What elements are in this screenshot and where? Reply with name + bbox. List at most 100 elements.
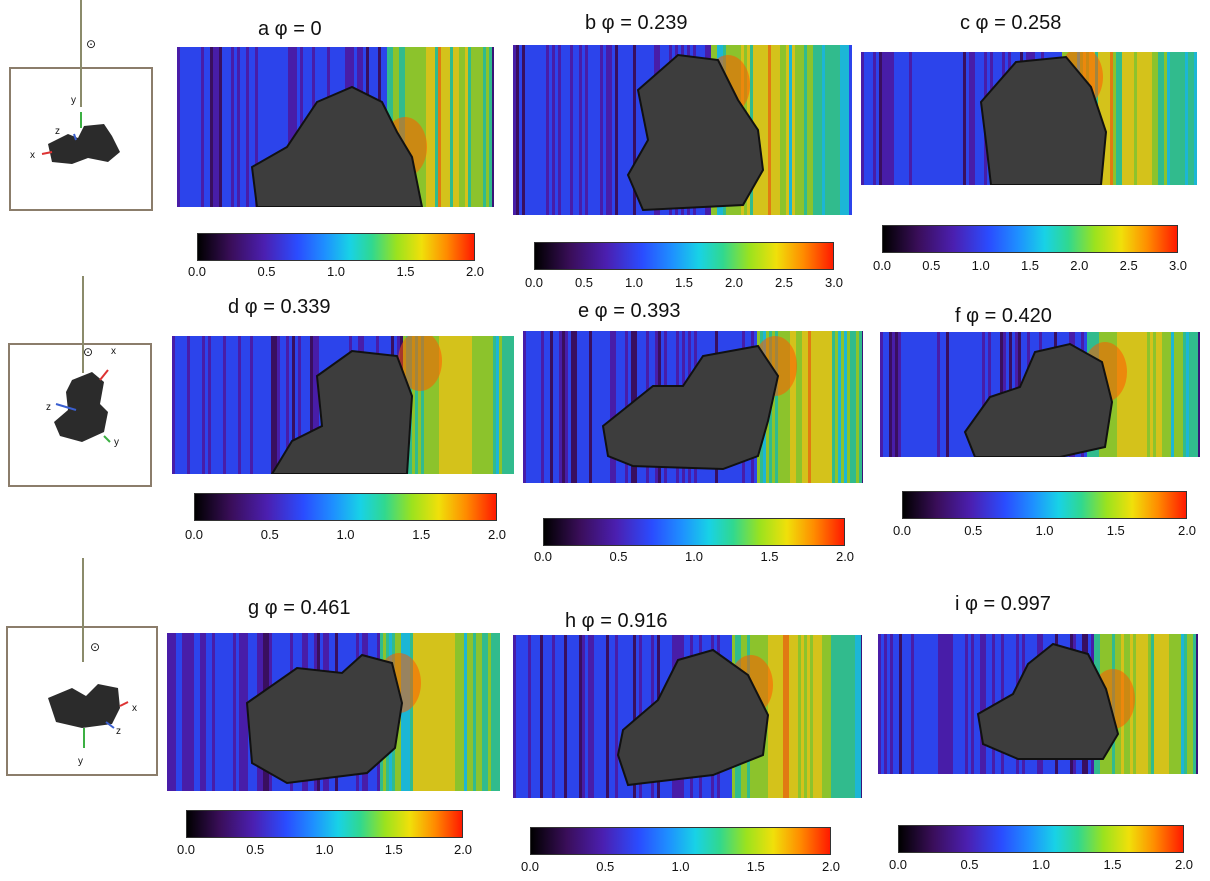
colorbar xyxy=(898,825,1184,853)
axis-label-y: y xyxy=(71,95,76,106)
colorbar-tick-label: 1.0 xyxy=(624,275,644,290)
colorbar-tick-label: 0.0 xyxy=(187,264,207,279)
coma-intensity-map xyxy=(878,634,1198,774)
panel-title: g φ = 0.461 xyxy=(248,597,351,619)
colorbar-tick-label: 1.5 xyxy=(1106,523,1125,538)
colorbar xyxy=(543,518,845,546)
colorbar-tick-label: 0.0 xyxy=(533,549,553,564)
colorbar xyxy=(197,233,475,261)
coma-intensity-map xyxy=(513,45,852,215)
colorbar-tick-label: 0.5 xyxy=(960,857,979,872)
comet-nucleus xyxy=(250,85,424,207)
comet-nucleus-mini-icon xyxy=(54,369,111,443)
comet-nucleus xyxy=(979,55,1108,185)
sun-direction-line xyxy=(80,0,82,110)
axis-label-y: y xyxy=(114,437,119,448)
colorbar xyxy=(902,491,1187,519)
colorbar-tick-label: 1.0 xyxy=(671,859,690,874)
axis-label-z: z xyxy=(116,726,121,737)
colorbar-tick-label: 1.0 xyxy=(1035,523,1054,538)
comet-nucleus xyxy=(245,653,404,785)
colorbar-tick-label: 1.5 xyxy=(760,549,779,564)
colorbar-tick-label: 0.5 xyxy=(964,523,983,538)
axis-label-x: x xyxy=(132,703,137,714)
colorbar-tick-label: 1.0 xyxy=(326,264,346,279)
colorbar-tick-label: 0.5 xyxy=(260,527,279,542)
colorbar-tick-label: 2.0 xyxy=(724,275,744,290)
colorbar-tick-label: 1.5 xyxy=(746,859,765,874)
colorbar xyxy=(186,810,463,838)
comet-nucleus xyxy=(963,342,1114,457)
colorbar-tick-label: 2.0 xyxy=(465,264,485,279)
colorbar-tick-label: 1.5 xyxy=(1020,258,1040,273)
colorbar-tick-label: 1.0 xyxy=(971,258,990,273)
coma-intensity-map xyxy=(172,336,514,474)
colorbar-tick-label: 2.0 xyxy=(453,842,473,857)
colorbar-tick-label: 0.0 xyxy=(892,523,912,538)
axis-label-x: x xyxy=(30,150,35,161)
comet-nucleus xyxy=(616,648,770,787)
colorbar-tick-label: 0.0 xyxy=(184,527,204,542)
colorbar-tick-label: 2.0 xyxy=(487,527,507,542)
colorbar xyxy=(194,493,497,521)
colorbar-tick-label: 2.0 xyxy=(1174,857,1194,872)
colorbar-tick-label: 3.0 xyxy=(824,275,844,290)
colorbar-tick-label: 0.5 xyxy=(574,275,594,290)
colorbar-tick-label: 2.0 xyxy=(835,549,855,564)
colorbar-tick-label: 1.5 xyxy=(412,527,431,542)
colorbar-tick-label: 2.0 xyxy=(821,859,841,874)
colorbar-tick-label: 3.0 xyxy=(1168,258,1188,273)
coma-intensity-map xyxy=(880,332,1200,457)
panel-title: c φ = 0.258 xyxy=(960,12,1062,34)
comet-nucleus xyxy=(626,53,765,212)
coma-intensity-map xyxy=(513,635,862,798)
colorbar-tick-label: 0.0 xyxy=(872,258,892,273)
colorbar-tick-label: 2.5 xyxy=(774,275,794,290)
colorbar xyxy=(882,225,1178,253)
coma-intensity-map xyxy=(177,47,494,207)
colorbar-tick-label: 0.0 xyxy=(176,842,196,857)
sun-icon: ⊙ xyxy=(86,37,97,51)
colorbar-tick-label: 0.5 xyxy=(609,549,628,564)
comet-nucleus-mini-icon xyxy=(41,112,120,164)
sun-icon: ⊙ xyxy=(83,345,94,359)
axis-label-x: x xyxy=(111,346,116,357)
colorbar-tick-label: 1.0 xyxy=(684,549,704,564)
coma-intensity-map xyxy=(861,52,1197,185)
comet-nucleus-mini-icon xyxy=(48,684,129,748)
colorbar xyxy=(534,242,834,270)
colorbar-tick-label: 2.0 xyxy=(1070,258,1089,273)
panel-title: d φ = 0.339 xyxy=(228,296,331,318)
colorbar xyxy=(530,827,831,855)
colorbar-tick-label: 1.5 xyxy=(384,842,403,857)
colorbar-tick-label: 0.0 xyxy=(888,857,908,872)
colorbar-tick-label: 2.0 xyxy=(1177,523,1197,538)
coma-intensity-map xyxy=(523,331,863,483)
colorbar-tick-label: 1.5 xyxy=(674,275,694,290)
panel-title: b φ = 0.239 xyxy=(585,12,688,34)
colorbar-tick-label: 1.5 xyxy=(1103,857,1122,872)
coma-intensity-map xyxy=(167,633,500,791)
colorbar-tick-label: 0.5 xyxy=(922,258,941,273)
colorbar-tick-label: 0.5 xyxy=(257,264,276,279)
colorbar-tick-label: 1.0 xyxy=(1031,857,1051,872)
axis-label-z: z xyxy=(55,126,60,137)
axis-label-y: y xyxy=(78,756,83,767)
comet-nucleus xyxy=(976,642,1120,760)
colorbar-tick-label: 0.0 xyxy=(524,275,544,290)
comet-nucleus xyxy=(601,344,780,471)
colorbar-tick-label: 0.5 xyxy=(596,859,615,874)
panel-title: f φ = 0.420 xyxy=(955,305,1052,327)
colorbar-tick-label: 0.5 xyxy=(246,842,265,857)
panel-title: h φ = 0.916 xyxy=(565,610,668,632)
sun-icon: ⊙ xyxy=(90,640,101,654)
colorbar-tick-label: 1.0 xyxy=(315,842,334,857)
colorbar-tick-label: 2.5 xyxy=(1119,258,1138,273)
colorbar-tick-label: 0.0 xyxy=(520,859,540,874)
comet-nucleus xyxy=(270,349,414,474)
colorbar-tick-label: 1.0 xyxy=(336,527,355,542)
colorbar-tick-label: 1.5 xyxy=(396,264,415,279)
panel-title: e φ = 0.393 xyxy=(578,300,681,322)
panel-title: i φ = 0.997 xyxy=(955,593,1051,615)
axis-label-z: z xyxy=(46,402,51,413)
